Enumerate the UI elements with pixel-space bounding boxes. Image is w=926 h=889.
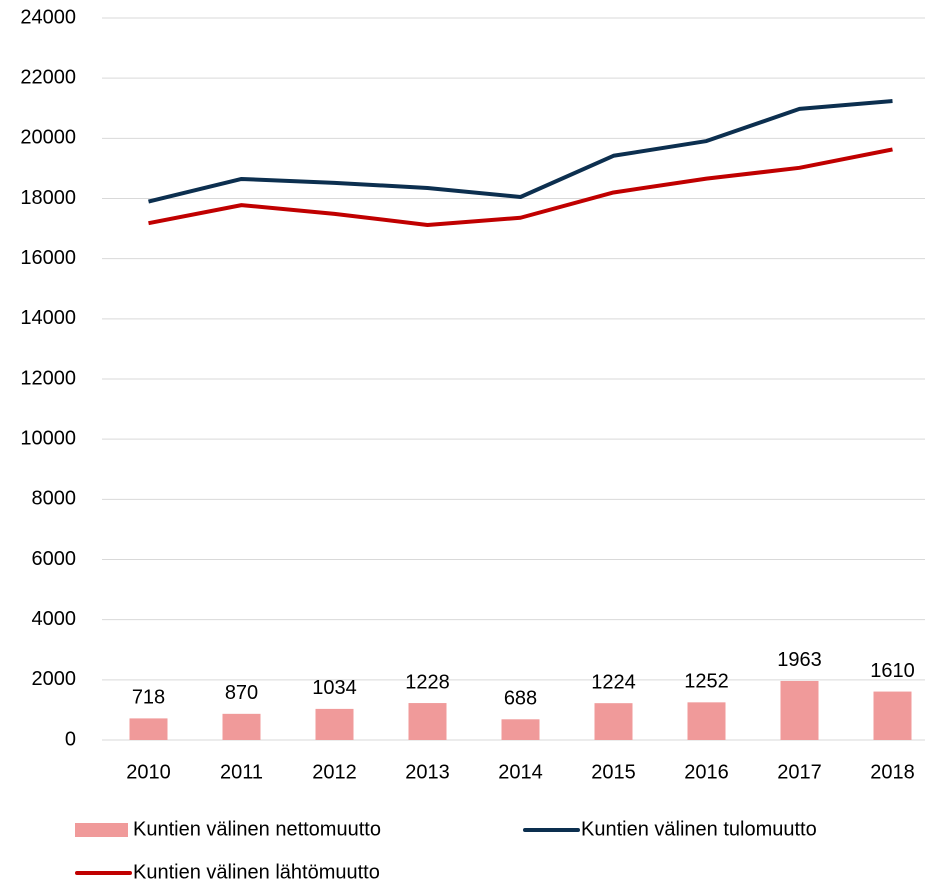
data-label: 1252	[684, 671, 729, 693]
bar	[501, 719, 540, 740]
data-label: 1228	[405, 671, 450, 693]
y-tick-label: 20000	[20, 127, 76, 149]
y-tick-label: 22000	[20, 66, 76, 88]
line	[148, 99, 893, 204]
data-label: 1610	[870, 660, 915, 682]
y-tick-label: 10000	[20, 427, 76, 449]
bar	[222, 713, 261, 740]
data-label: 870	[225, 682, 258, 704]
data-label: 718	[132, 687, 165, 709]
legend-label: Kuntien välinen lähtömuutto	[133, 861, 380, 883]
bar	[315, 708, 354, 740]
y-tick-label: 14000	[20, 307, 76, 329]
data-label: 688	[504, 688, 537, 710]
x-tick-label: 2010	[126, 761, 171, 783]
y-tick-label: 0	[65, 728, 76, 750]
legend-label: Kuntien välinen nettomuutto	[133, 818, 381, 840]
y-tick-label: 24000	[20, 6, 76, 28]
legend-label: Kuntien välinen tulomuutto	[581, 818, 817, 840]
data-label: 1963	[777, 649, 822, 671]
bar	[408, 703, 447, 740]
data-label: 1034	[312, 677, 357, 699]
x-tick-label: 2016	[684, 761, 729, 783]
x-tick-label: 2011	[220, 761, 263, 783]
y-tick-label: 18000	[20, 187, 76, 209]
bar	[873, 691, 912, 740]
x-tick-label: 2012	[312, 761, 357, 783]
y-tick-label: 4000	[32, 608, 77, 630]
legend-swatch	[75, 823, 128, 837]
bar	[780, 680, 819, 740]
x-tick-label: 2014	[498, 761, 543, 783]
bar	[129, 718, 168, 740]
y-tick-label: 6000	[32, 548, 77, 570]
x-tick-label: 2018	[870, 761, 915, 783]
x-tick-label: 2013	[405, 761, 450, 783]
bar	[687, 702, 726, 740]
x-tick-label: 2017	[777, 761, 822, 783]
y-tick-label: 2000	[32, 668, 77, 690]
data-label: 1224	[591, 671, 636, 693]
y-tick-label: 8000	[32, 488, 77, 510]
line	[148, 147, 893, 227]
x-tick-label: 2015	[591, 761, 636, 783]
y-tick-label: 12000	[20, 367, 76, 389]
bar	[594, 703, 633, 740]
y-tick-label: 16000	[20, 247, 76, 269]
